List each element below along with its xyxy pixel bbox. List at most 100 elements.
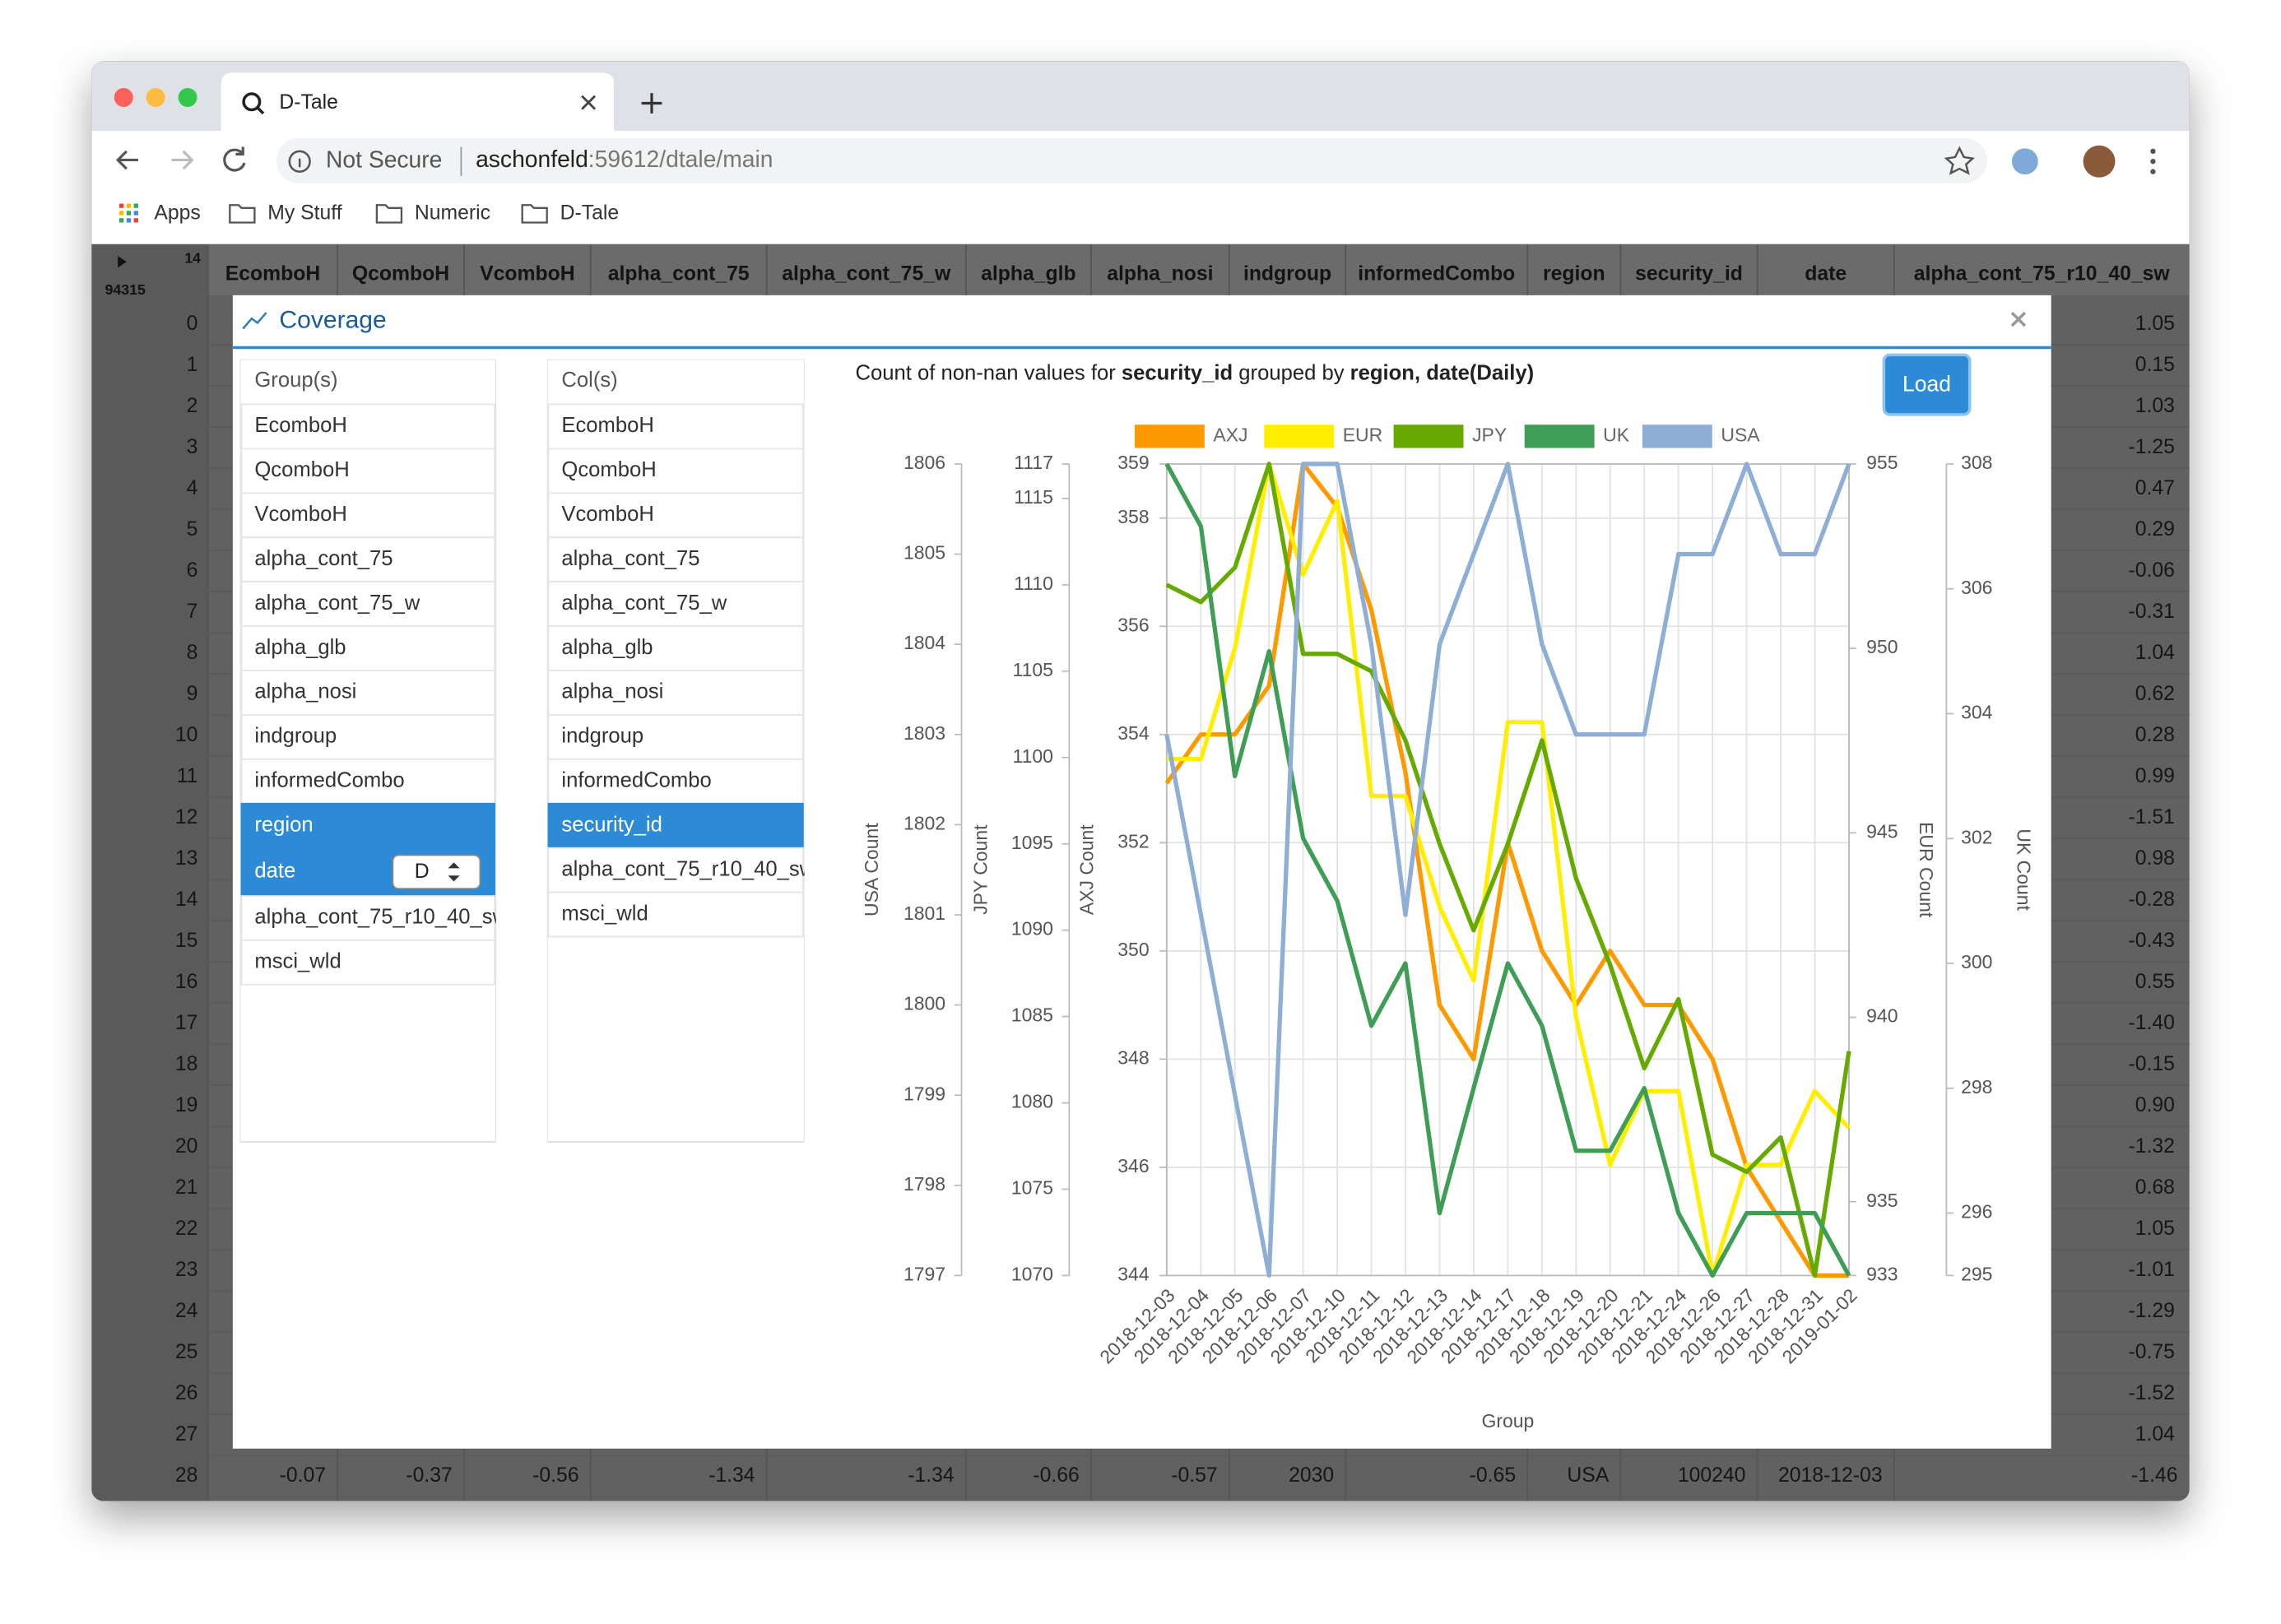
tab[interactable] — [221, 72, 615, 134]
tick-label: 1105 — [1013, 659, 1053, 680]
max-dot[interactable] — [178, 87, 197, 107]
list-item[interactable]: security_id — [561, 813, 662, 836]
avatar[interactable] — [2083, 145, 2116, 178]
forward[interactable] — [171, 150, 194, 170]
legend-label[interactable]: JPY — [1472, 424, 1507, 445]
bookmark[interactable]: Apps — [154, 202, 200, 224]
list-item[interactable]: informedCombo — [254, 769, 404, 792]
bookmarks-bar: Apps My Stuff Numeric D-Tale — [118, 202, 620, 224]
apps-icon — [126, 218, 132, 223]
list-item[interactable]: alpha_nosi — [561, 680, 663, 703]
list-item[interactable]: alpha_cont_75_w — [561, 592, 727, 615]
column-header[interactable]: indgroup — [1243, 263, 1331, 285]
legend-swatch[interactable] — [1642, 425, 1712, 448]
bookmark[interactable]: Numeric — [415, 202, 490, 224]
legend-swatch[interactable] — [1393, 425, 1464, 448]
load-button[interactable] — [1882, 353, 1972, 416]
list-item[interactable]: date — [254, 860, 295, 883]
list-item[interactable]: alpha_cont_75_r10_40_sw — [254, 906, 508, 929]
menu[interactable] — [2150, 148, 2156, 155]
legend-label[interactable]: EUR — [1343, 424, 1382, 445]
row-index: 1 — [187, 354, 198, 376]
column-header[interactable]: region — [1543, 263, 1605, 285]
freq-select[interactable] — [392, 854, 481, 890]
groups-list: Group(s) EcomboH QcomboH VcomboH alpha_cont_… — [239, 359, 508, 1143]
list-item[interactable]: indgroup — [561, 725, 643, 748]
list-header: Group(s) — [254, 369, 337, 392]
modal-close[interactable] — [2010, 311, 2027, 327]
list-item[interactable]: alpha_glb — [254, 636, 346, 659]
list-item[interactable]: msci_wld — [561, 902, 648, 925]
tick-label: 304 — [1961, 702, 1993, 723]
legend-swatch[interactable] — [1264, 425, 1335, 448]
row-index: 0 — [187, 313, 198, 335]
list-item[interactable]: alpha_nosi — [254, 680, 356, 703]
legend-label[interactable]: USA — [1721, 424, 1760, 445]
list-item[interactable]: VcomboH — [254, 503, 347, 526]
column-header[interactable]: alpha_cont_75_r10_40_sw — [1914, 263, 2171, 285]
row-index: 16 — [175, 971, 198, 993]
tab-close[interactable] — [581, 95, 597, 110]
column-header[interactable]: VcomboH — [480, 263, 575, 285]
column-header[interactable]: alpha_cont_75 — [608, 263, 750, 285]
list-item[interactable]: alpha_cont_75 — [254, 547, 393, 570]
tick-label: 358 — [1117, 506, 1149, 527]
column-header[interactable]: informedCombo — [1358, 263, 1515, 285]
legend-label[interactable]: UK — [1603, 424, 1630, 445]
list-item[interactable]: region — [254, 813, 313, 836]
close-dot[interactable] — [114, 87, 133, 107]
column-header[interactable]: alpha_glb — [981, 263, 1076, 285]
list-item[interactable]: alpha_cont_75_w — [254, 592, 420, 615]
legend-swatch[interactable] — [1134, 425, 1205, 448]
list-item[interactable]: alpha_cont_75_r10_40_sw — [561, 857, 815, 880]
cell: -0.57 — [1171, 1464, 1217, 1487]
list-item[interactable]: msci_wld — [254, 950, 341, 973]
list-item-bg — [547, 448, 804, 494]
list-item[interactable]: alpha_cont_75 — [561, 547, 699, 570]
new-tab[interactable] — [641, 93, 662, 114]
apps-icon — [133, 211, 138, 216]
list-item-bg — [240, 895, 495, 941]
list-item[interactable]: EcomboH — [561, 414, 654, 437]
cell: -0.15 — [2129, 1053, 2175, 1075]
reload[interactable] — [223, 146, 246, 172]
row-index: 9 — [187, 683, 198, 705]
bookmark[interactable]: My Stuff — [267, 202, 341, 224]
column-header[interactable]: QcomboH — [352, 263, 449, 285]
column-header[interactable]: date — [1805, 263, 1847, 285]
min-dot[interactable] — [146, 87, 165, 107]
tab-icon — [256, 106, 265, 115]
list-item-bg — [240, 403, 495, 450]
bookmark[interactable]: D-Tale — [560, 202, 620, 224]
row-index: 8 — [187, 642, 198, 664]
column-header[interactable]: EcomboH — [225, 263, 321, 285]
tick-label: 359 — [1117, 452, 1149, 473]
corner-count: 14 — [184, 249, 201, 266]
column-header[interactable]: alpha_cont_75_w — [782, 263, 951, 285]
bookmark-star[interactable] — [1944, 146, 1975, 175]
extension[interactable] — [2011, 148, 2038, 175]
list-item[interactable]: alpha_glb — [561, 636, 653, 659]
row-index: 20 — [175, 1135, 198, 1158]
row-index: 6 — [187, 559, 198, 582]
list-header: Col(s) — [561, 369, 617, 392]
list-item[interactable]: VcomboH — [561, 503, 654, 526]
list-item[interactable]: EcomboH — [254, 414, 347, 437]
legend-label[interactable]: AXJ — [1213, 424, 1247, 445]
back[interactable] — [115, 150, 138, 170]
list-item[interactable]: QcomboH — [561, 458, 656, 481]
list-item[interactable]: indgroup — [254, 725, 337, 748]
apps-icon — [126, 211, 132, 216]
grid-header — [91, 244, 2190, 295]
cell: 1.03 — [2135, 395, 2175, 417]
load-button-label: Load — [1902, 371, 1951, 396]
tick-label: 356 — [1117, 614, 1149, 635]
list-item[interactable]: informedCombo — [561, 769, 711, 792]
legend-swatch[interactable] — [1524, 425, 1595, 448]
omnibox[interactable] — [276, 137, 1987, 183]
column-header[interactable]: security_id — [1635, 263, 1743, 285]
column-header[interactable]: alpha_nosi — [1107, 263, 1213, 285]
list-item[interactable]: QcomboH — [254, 458, 349, 481]
info-icon[interactable] — [288, 150, 311, 173]
cell: 1.05 — [2135, 313, 2175, 335]
